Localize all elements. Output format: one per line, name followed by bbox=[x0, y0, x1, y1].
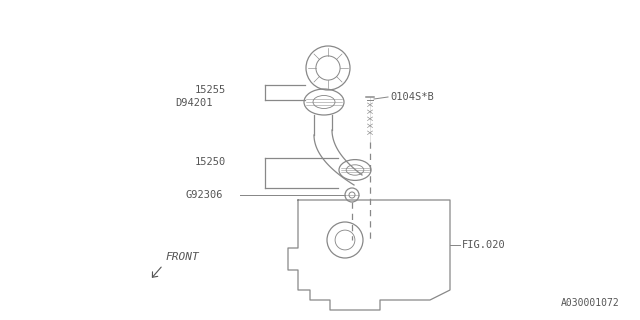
Text: 15255: 15255 bbox=[195, 85, 227, 95]
Text: 0104S*B: 0104S*B bbox=[390, 92, 434, 102]
Text: G92306: G92306 bbox=[185, 190, 223, 200]
Text: FRONT: FRONT bbox=[165, 252, 199, 262]
Text: 15250: 15250 bbox=[195, 157, 227, 167]
Text: D94201: D94201 bbox=[175, 98, 212, 108]
Text: FIG.020: FIG.020 bbox=[462, 240, 506, 250]
Text: A030001072: A030001072 bbox=[561, 298, 620, 308]
